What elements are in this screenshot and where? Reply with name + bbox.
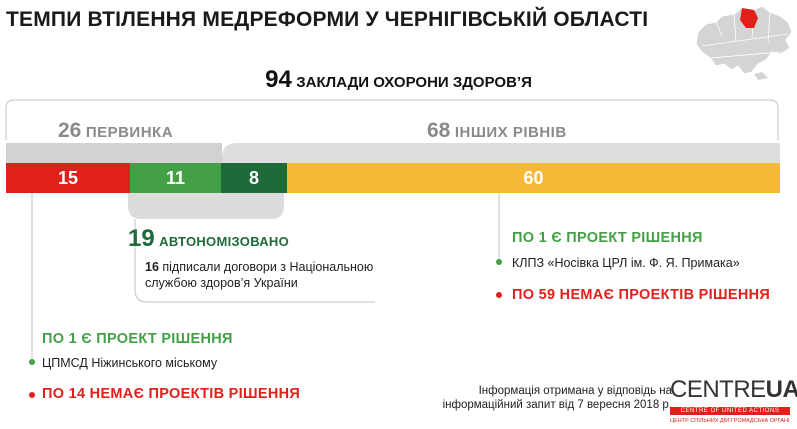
bar-segment: 11 — [130, 163, 221, 193]
autonomized-desc-num: 16 — [145, 260, 159, 274]
page-title: ТЕМПИ ВТІЛЕННЯ МЕДРЕФОРМИ У ЧЕРНІГІВСЬКІ… — [6, 8, 649, 31]
right-facility-dot — [496, 259, 502, 265]
ukraine-map-icon — [695, 5, 793, 80]
group-other-value: 68 — [427, 119, 451, 142]
right-facility: КЛПЗ «Носівка ЦРЛ ім. Ф. Я. Примака» — [512, 256, 740, 270]
left-no-project-label: ПО 14 НЕМАЄ ПРОЕКТІВ РІШЕННЯ — [42, 386, 301, 402]
group-primary-value: 26 — [58, 119, 82, 142]
right-project-label: ПО 1 Є ПРОЕКТ РІШЕННЯ — [512, 230, 703, 246]
bar-segment-label: 60 — [523, 167, 544, 188]
source-note: Інформація отримана у відповідь на інфор… — [442, 385, 672, 411]
autonomized-desc-text: підписали договори з Національною службо… — [145, 260, 374, 290]
autonomized-bracket — [128, 193, 284, 219]
total-label: ЗАКЛАДИ ОХОРОНИ ЗДОРОВ’Я — [296, 74, 532, 91]
total-facilities: 94 ЗАКЛАДИ ОХОРОНИ ЗДОРОВ’Я — [0, 66, 797, 94]
total-value: 94 — [265, 66, 292, 93]
centreua-logo: CENTREUA CENTRE OF UNITED ACTIONS ЦЕНТР … — [670, 376, 797, 429]
group-primary-label: ПЕРВИНКА — [85, 124, 174, 141]
left-facility-dot — [29, 359, 35, 365]
bar-segment-label: 15 — [57, 167, 79, 188]
stacked-bar: 15 11 8 60 — [6, 163, 780, 193]
bar-segment-label: 8 — [248, 167, 259, 188]
autonomized-connector — [134, 219, 375, 303]
bar-segment: 15 — [6, 163, 130, 193]
autonomized-label: АВТОНОМІЗОВАНО — [159, 234, 290, 249]
logo-sub: ЦЕНТР СПІЛЬНИХ ДІЙ ГРОМАДСЬКА ОРГАНІЗАЦІ… — [670, 418, 790, 424]
left-no-project-dot — [29, 392, 35, 398]
autonomized-description: 16 підписали договори з Національною слу… — [145, 259, 385, 291]
logo-wordmark: CENTREUA — [670, 376, 797, 403]
bar-segment-label: 11 — [165, 167, 186, 188]
right-no-project-dot — [496, 292, 502, 298]
group-other-label: ІНШИХ РІВНІВ — [454, 124, 567, 141]
chernihiv-region-highlight — [740, 8, 758, 28]
total-bracket — [5, 99, 779, 140]
left-project-label: ПО 1 Є ПРОЕКТ РІШЕННЯ — [42, 331, 233, 347]
autonomized-heading: 19 АВТОНОМІЗОВАНО — [128, 225, 289, 253]
logo-band: CENTRE OF UNITED ACTIONS — [670, 407, 790, 415]
bar-segment: 60 — [287, 163, 780, 193]
group-primary: 26 ПЕРВИНКА — [58, 119, 173, 143]
group-other: 68 ІНШИХ РІВНІВ — [427, 119, 567, 143]
other-bracket — [222, 143, 780, 163]
left-facility: ЦПМСД Ніжинського міському — [42, 356, 218, 370]
right-no-project-label: ПО 59 НЕМАЄ ПРОЕКТІВ РІШЕННЯ — [512, 287, 771, 303]
bar-segment: 8 — [221, 163, 287, 193]
primary-bracket — [6, 143, 222, 163]
autonomized-value: 19 — [128, 225, 155, 252]
